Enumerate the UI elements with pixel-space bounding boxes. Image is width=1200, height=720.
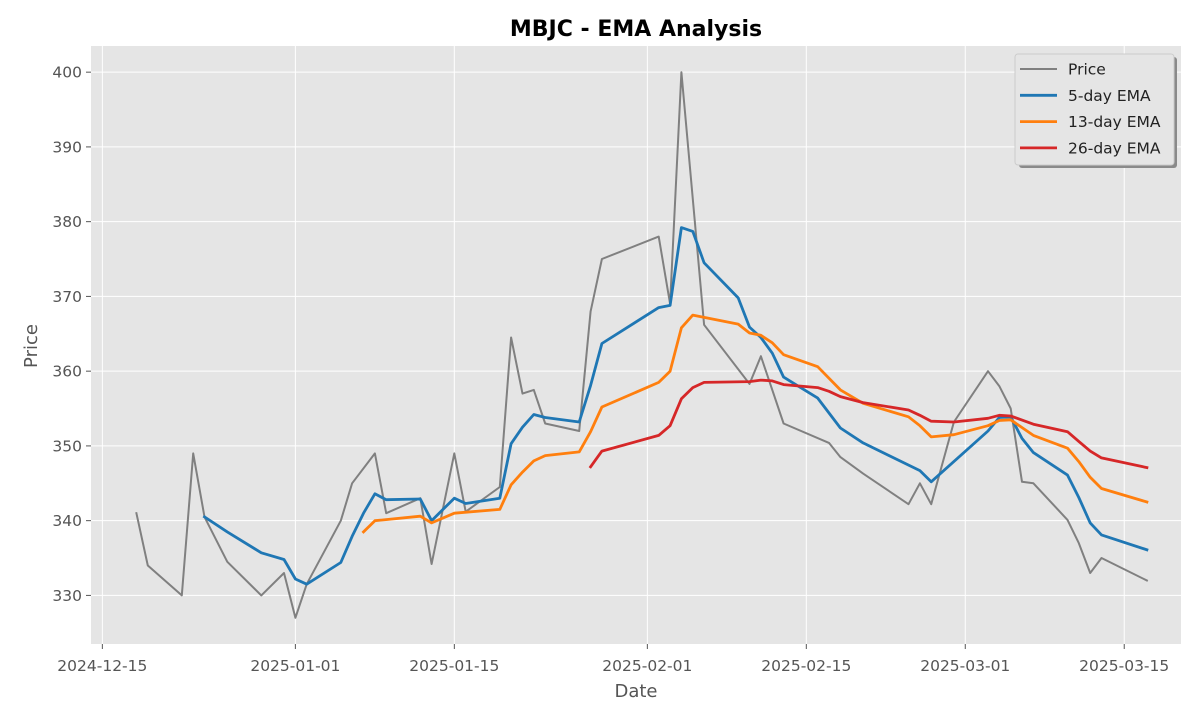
legend-label-26-day-ema: 26-day EMA bbox=[1068, 139, 1161, 157]
x-tick-label: 2025-01-15 bbox=[409, 657, 499, 675]
y-tick-label: 330 bbox=[52, 587, 82, 605]
series-layer bbox=[135, 71, 1149, 619]
y-tick-label: 370 bbox=[52, 288, 82, 306]
legend-items: Price 5-day EMA 13-day EMA 26-day EMA bbox=[1020, 61, 1161, 157]
y-tick-label: 380 bbox=[52, 213, 82, 231]
series-line-price bbox=[135, 71, 1149, 619]
grid bbox=[91, 46, 1181, 644]
x-tick-label: 2024-12-15 bbox=[57, 657, 147, 675]
y-tick-label: 340 bbox=[52, 512, 82, 530]
x-tick-label: 2025-02-15 bbox=[761, 657, 851, 675]
x-axis: 2024-12-15 2025-01-01 2025-01-15 2025-02-01… bbox=[57, 644, 1169, 675]
legend: Price 5-day EMA 13-day EMA 26-day EMA bbox=[1014, 53, 1177, 168]
y-axis-label: Price bbox=[21, 324, 42, 368]
series-line-13-day-ema bbox=[361, 313, 1149, 534]
legend-label-13-day-ema: 13-day EMA bbox=[1068, 113, 1161, 131]
x-axis-label: Date bbox=[614, 681, 657, 702]
y-axis: 330 340 350 360 370 380 390 400 bbox=[52, 64, 91, 605]
y-tick-label: 390 bbox=[52, 138, 82, 156]
y-tick-label: 350 bbox=[52, 437, 82, 455]
plot-background bbox=[91, 46, 1181, 644]
legend-label-price: Price bbox=[1068, 61, 1106, 79]
legend-box bbox=[1014, 53, 1175, 166]
x-tick-label: 2025-01-01 bbox=[250, 657, 340, 675]
x-tick-label: 2025-02-01 bbox=[602, 657, 692, 675]
series-line-5-day-ema bbox=[202, 226, 1149, 586]
chart-title: MBJC - EMA Analysis bbox=[510, 17, 762, 42]
y-tick-label: 400 bbox=[52, 64, 82, 82]
legend-label-5-day-ema: 5-day EMA bbox=[1068, 87, 1151, 105]
x-tick-label: 2025-03-15 bbox=[1079, 657, 1169, 675]
y-tick-label: 360 bbox=[52, 363, 82, 381]
series-line-26-day-ema bbox=[588, 378, 1149, 470]
x-tick-label: 2025-03-01 bbox=[920, 657, 1010, 675]
